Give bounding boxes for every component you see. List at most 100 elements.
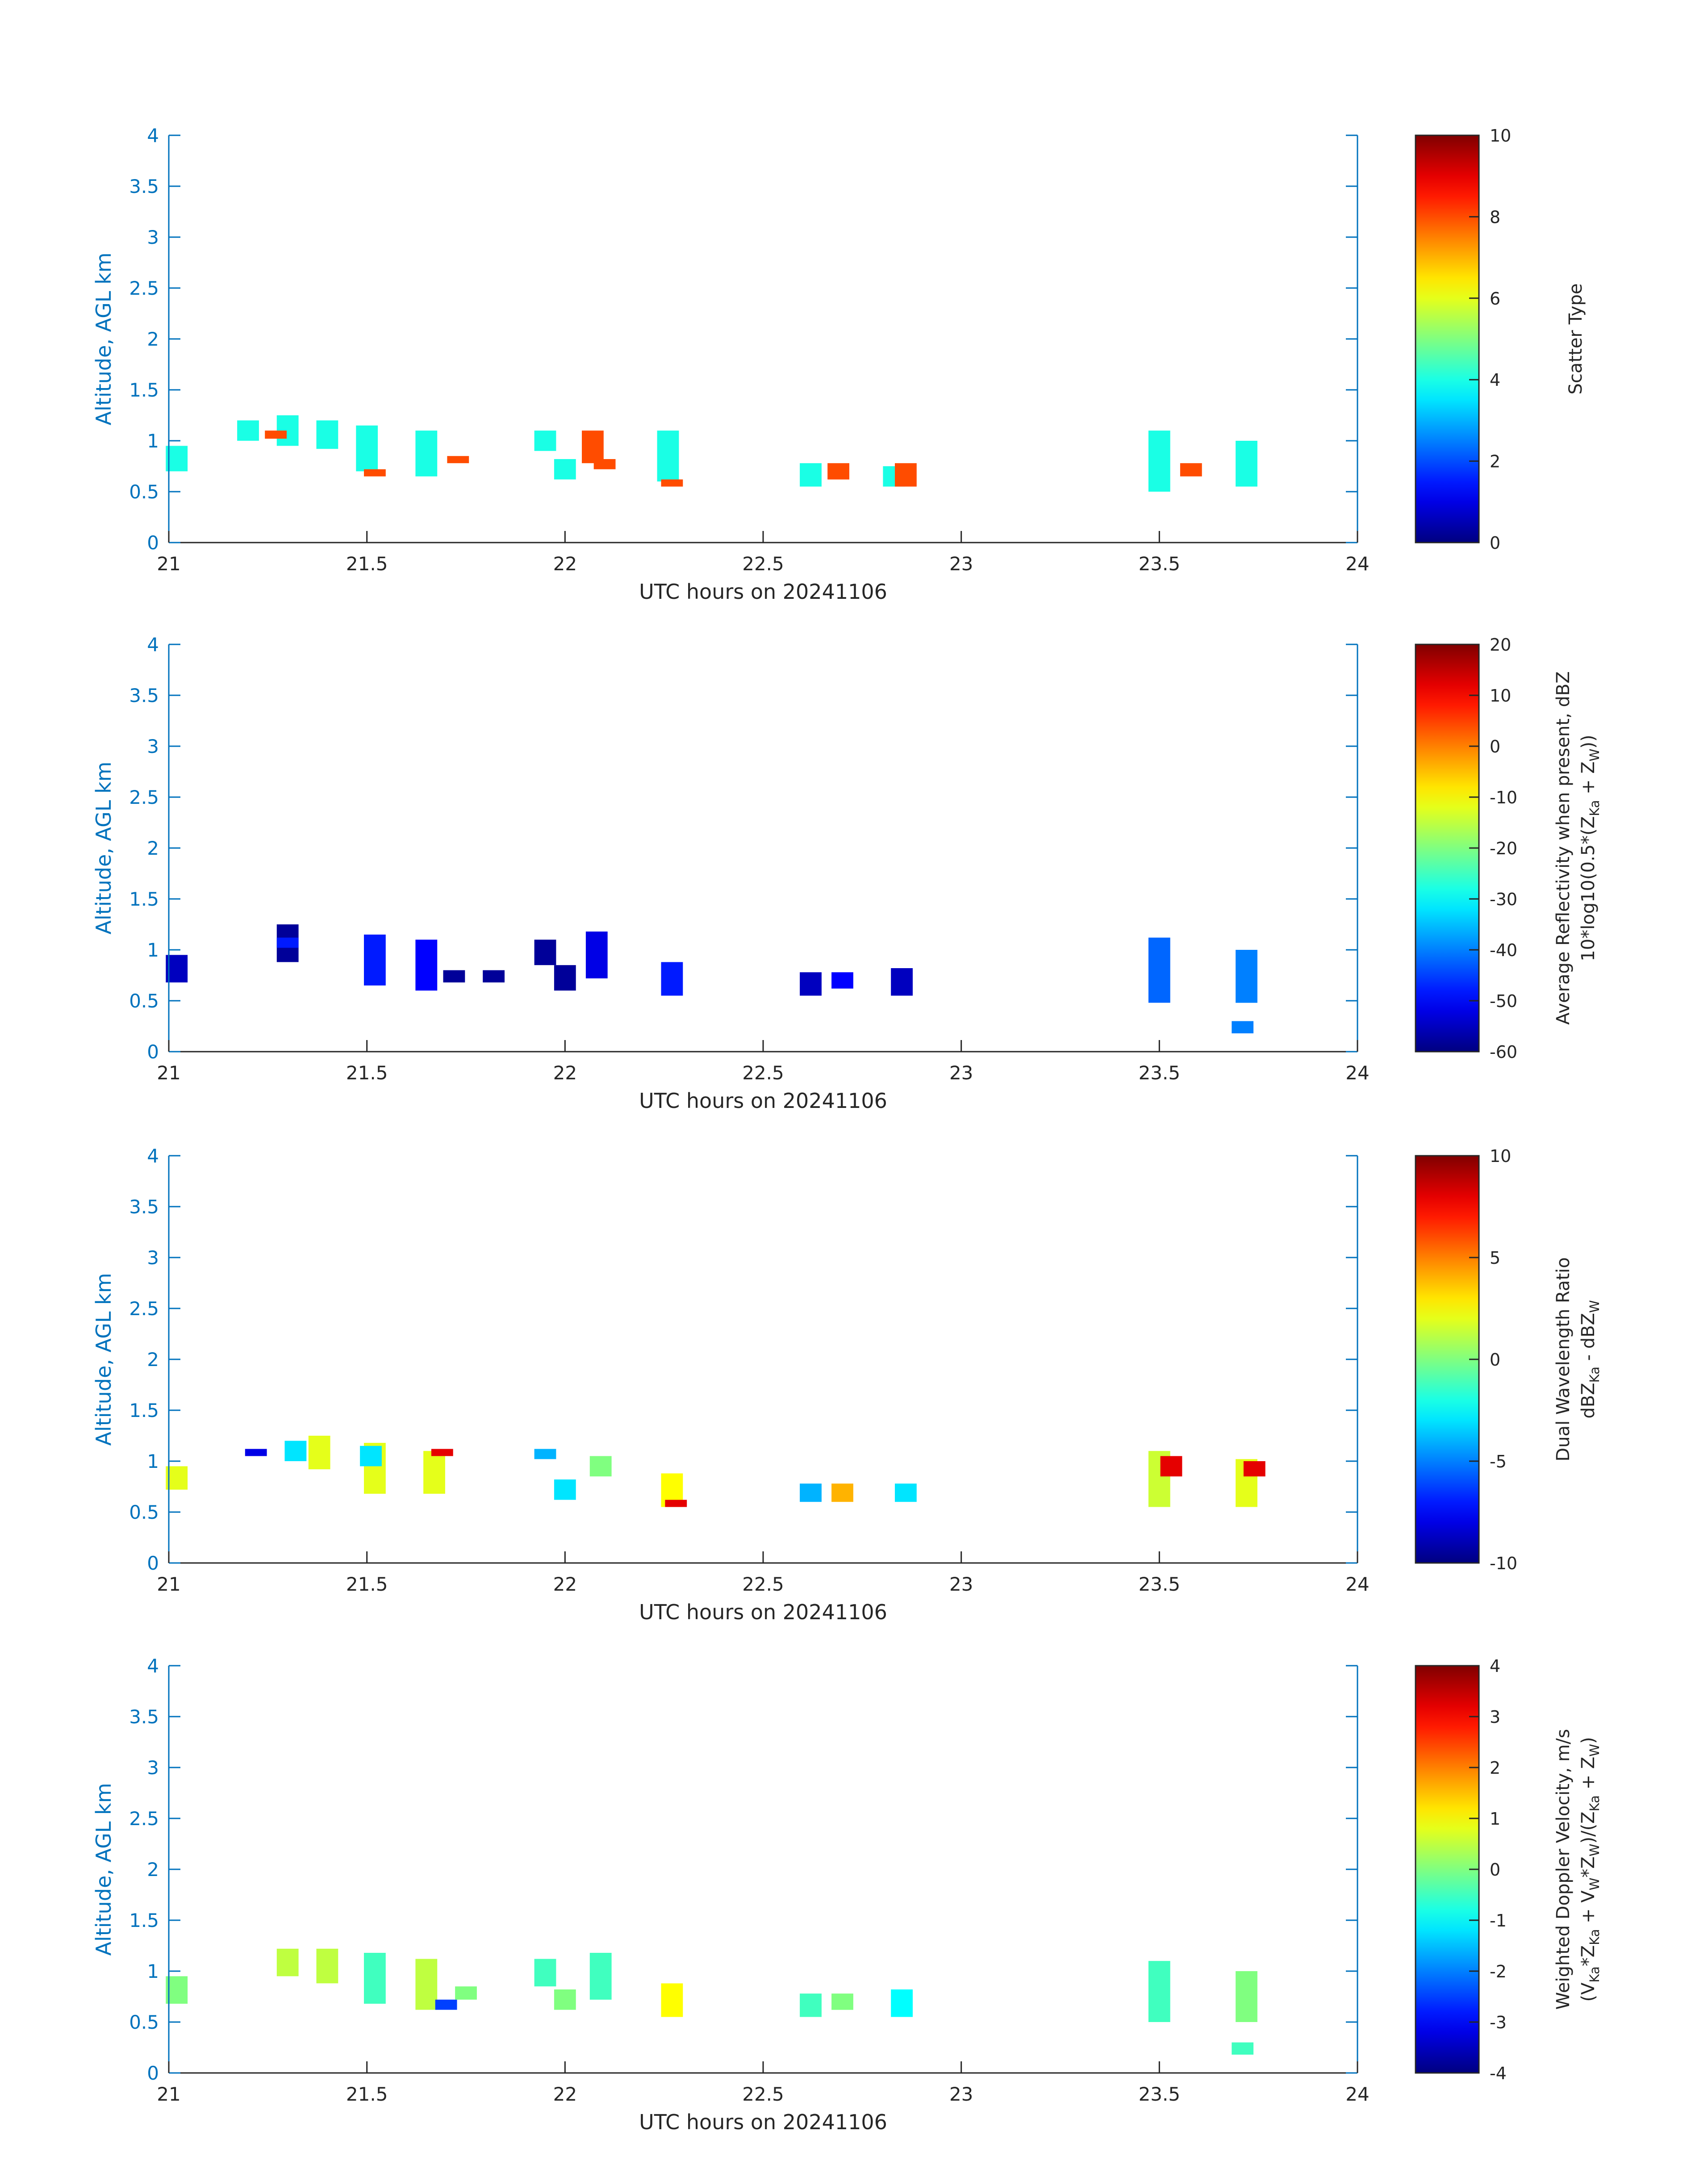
- data-cell: [554, 1989, 576, 2010]
- colorbar-tick-label: -10: [1490, 1554, 1517, 1573]
- colorbar-tick-label: -1: [1490, 1911, 1507, 1930]
- data-cell: [1148, 937, 1170, 1003]
- y-tick-label: 4: [147, 634, 159, 656]
- x-tick-label: 23: [949, 1573, 973, 1595]
- data-cell: [800, 463, 822, 487]
- data-cell: [447, 456, 469, 464]
- colorbar-tick-label: -4: [1490, 2064, 1507, 2083]
- data-cell: [891, 968, 913, 996]
- panel-1-cells: [166, 415, 1257, 492]
- x-tick-label: 21: [157, 553, 180, 575]
- data-cell: [1148, 1961, 1170, 2022]
- data-cell: [284, 1441, 307, 1461]
- colorbar-tick-label: 0: [1490, 1350, 1500, 1370]
- x-tick-label: 22.5: [742, 2083, 784, 2105]
- data-cell: [895, 463, 917, 487]
- panel-4-cells: [166, 1948, 1257, 2055]
- y-tick-label: 0: [147, 532, 159, 554]
- data-cell: [800, 1993, 822, 2017]
- y-tick-label: 3.5: [129, 175, 159, 197]
- y-tick-label: 3: [147, 1757, 159, 1779]
- x-tick-label: 22.5: [742, 1573, 784, 1595]
- data-cell: [308, 1436, 330, 1470]
- y-tick-label: 1: [147, 430, 159, 452]
- data-cell: [554, 965, 576, 991]
- y-tick-label: 0.5: [129, 481, 159, 503]
- x-tick-label: 22: [553, 2083, 577, 2105]
- data-cell: [1236, 950, 1257, 1003]
- y-axis-label: Altitude, AGL km: [92, 252, 116, 425]
- data-cell: [415, 1959, 438, 2010]
- colorbar-tick-label: -40: [1490, 940, 1517, 960]
- data-cell: [1180, 463, 1202, 476]
- y-tick-label: 0.5: [129, 2011, 159, 2033]
- x-tick-label: 21.5: [346, 1062, 388, 1084]
- data-cell: [443, 970, 465, 982]
- colorbar-tick-label: -50: [1490, 991, 1517, 1011]
- data-cell: [665, 1500, 687, 1507]
- y-tick-label: 3: [147, 226, 159, 248]
- colorbar-tick-label: 10: [1490, 686, 1511, 706]
- x-tick-label: 23: [949, 1062, 973, 1084]
- colorbar-tick-label: 0: [1490, 1860, 1500, 1880]
- x-tick-label: 23.5: [1139, 553, 1181, 575]
- data-cell: [415, 430, 438, 476]
- x-tick-label: 24: [1345, 1573, 1369, 1595]
- data-cell: [831, 1993, 853, 2010]
- data-cell: [1236, 441, 1257, 487]
- data-cell: [661, 1983, 683, 2017]
- colorbar-tick-label: 2: [1490, 1758, 1500, 1778]
- y-tick-label: 3: [147, 735, 159, 757]
- data-cell: [435, 1999, 457, 2010]
- data-cell: [534, 1449, 556, 1459]
- colorbar-bar: [1415, 134, 1480, 543]
- colorbar-tick-label: 1: [1490, 1809, 1500, 1829]
- data-cell: [237, 420, 259, 441]
- y-tick-label: 2.5: [129, 277, 159, 299]
- colorbar-tick-label: 4: [1490, 1656, 1500, 1676]
- y-tick-label: 0: [147, 1552, 159, 1574]
- y-tick-label: 1: [147, 1450, 159, 1472]
- colorbar-label: Weighted Doppler Velocity, m/s: [1553, 1729, 1574, 2010]
- y-tick-label: 0.5: [129, 990, 159, 1012]
- x-tick-label: 23: [949, 2083, 973, 2105]
- colorbar-tick-label: 0: [1490, 533, 1500, 553]
- colorbar-tick-label: 20: [1490, 635, 1511, 655]
- y-tick-label: 1.5: [129, 1910, 159, 1931]
- y-tick-label: 3: [147, 1247, 159, 1269]
- colorbar: 0 2 4 6 8 10 Scatter Type: [1415, 126, 1586, 553]
- data-cell: [895, 1483, 917, 1502]
- y-tick-label: 1.5: [129, 379, 159, 401]
- panel-2-cells: [166, 924, 1257, 1033]
- colorbar-tick-label: -60: [1490, 1042, 1517, 1062]
- colorbar-tick-label: 10: [1490, 1146, 1511, 1166]
- x-tick-label: 21.5: [346, 1573, 388, 1595]
- y-tick-label: 4: [147, 1145, 159, 1167]
- colorbar-label: dBZKa​ - dBZW​: [1578, 1300, 1602, 1418]
- data-cell: [276, 1948, 299, 1976]
- data-cell: [827, 463, 849, 480]
- x-tick-label: 21: [157, 1573, 180, 1595]
- colorbar-tick-label: 0: [1490, 737, 1500, 756]
- y-tick-label: 3.5: [129, 1706, 159, 1728]
- colorbar-label: Scatter Type: [1566, 284, 1586, 395]
- x-tick-label: 24: [1345, 553, 1369, 575]
- data-cell: [483, 970, 505, 982]
- colorbar-tick-label: 8: [1490, 207, 1500, 227]
- data-cell: [891, 1989, 913, 2017]
- colorbar-tick-label: 5: [1490, 1248, 1500, 1268]
- colorbar-tick-label: 2: [1490, 452, 1500, 472]
- x-tick-label: 22.5: [742, 1062, 784, 1084]
- data-cell: [364, 934, 386, 986]
- data-cell: [245, 1449, 267, 1456]
- colorbar-tick-label: 10: [1490, 126, 1511, 146]
- y-tick-label: 2.5: [129, 786, 159, 808]
- data-cell: [360, 1446, 382, 1467]
- colorbar-tick-label: 6: [1490, 289, 1500, 309]
